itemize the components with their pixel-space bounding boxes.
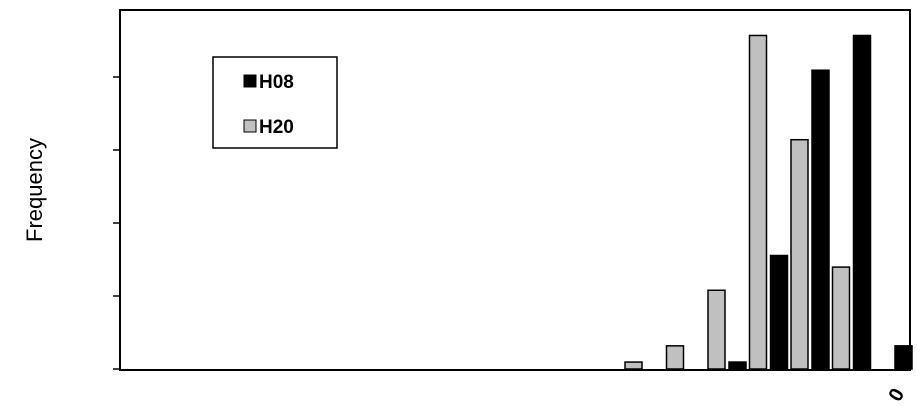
bar-h20 xyxy=(665,345,685,370)
y-axis-label: Frequency xyxy=(22,138,47,242)
plot-frame xyxy=(119,9,911,371)
bar-h20 xyxy=(748,34,768,370)
bar-h08 xyxy=(811,69,830,370)
legend-swatch-h08 xyxy=(243,74,257,88)
bar-h20 xyxy=(707,289,726,370)
legend-swatch-h20 xyxy=(243,119,257,133)
bars-group xyxy=(624,34,913,370)
bar-h20 xyxy=(790,138,809,370)
legend: H08 H20 xyxy=(212,56,338,149)
legend-label-h20: H20 xyxy=(259,117,294,138)
legend-label-h08: H08 xyxy=(259,72,294,93)
legend-box xyxy=(212,56,338,149)
bar-h08 xyxy=(852,34,872,370)
bar-h08 xyxy=(894,345,913,370)
x-tick-label: 0 xyxy=(884,385,909,406)
y-axis-ticks xyxy=(113,76,120,370)
bar-h08 xyxy=(769,254,789,370)
bar-h08 xyxy=(728,361,747,370)
bar-h20 xyxy=(831,266,851,370)
bar-h20 xyxy=(624,361,643,370)
